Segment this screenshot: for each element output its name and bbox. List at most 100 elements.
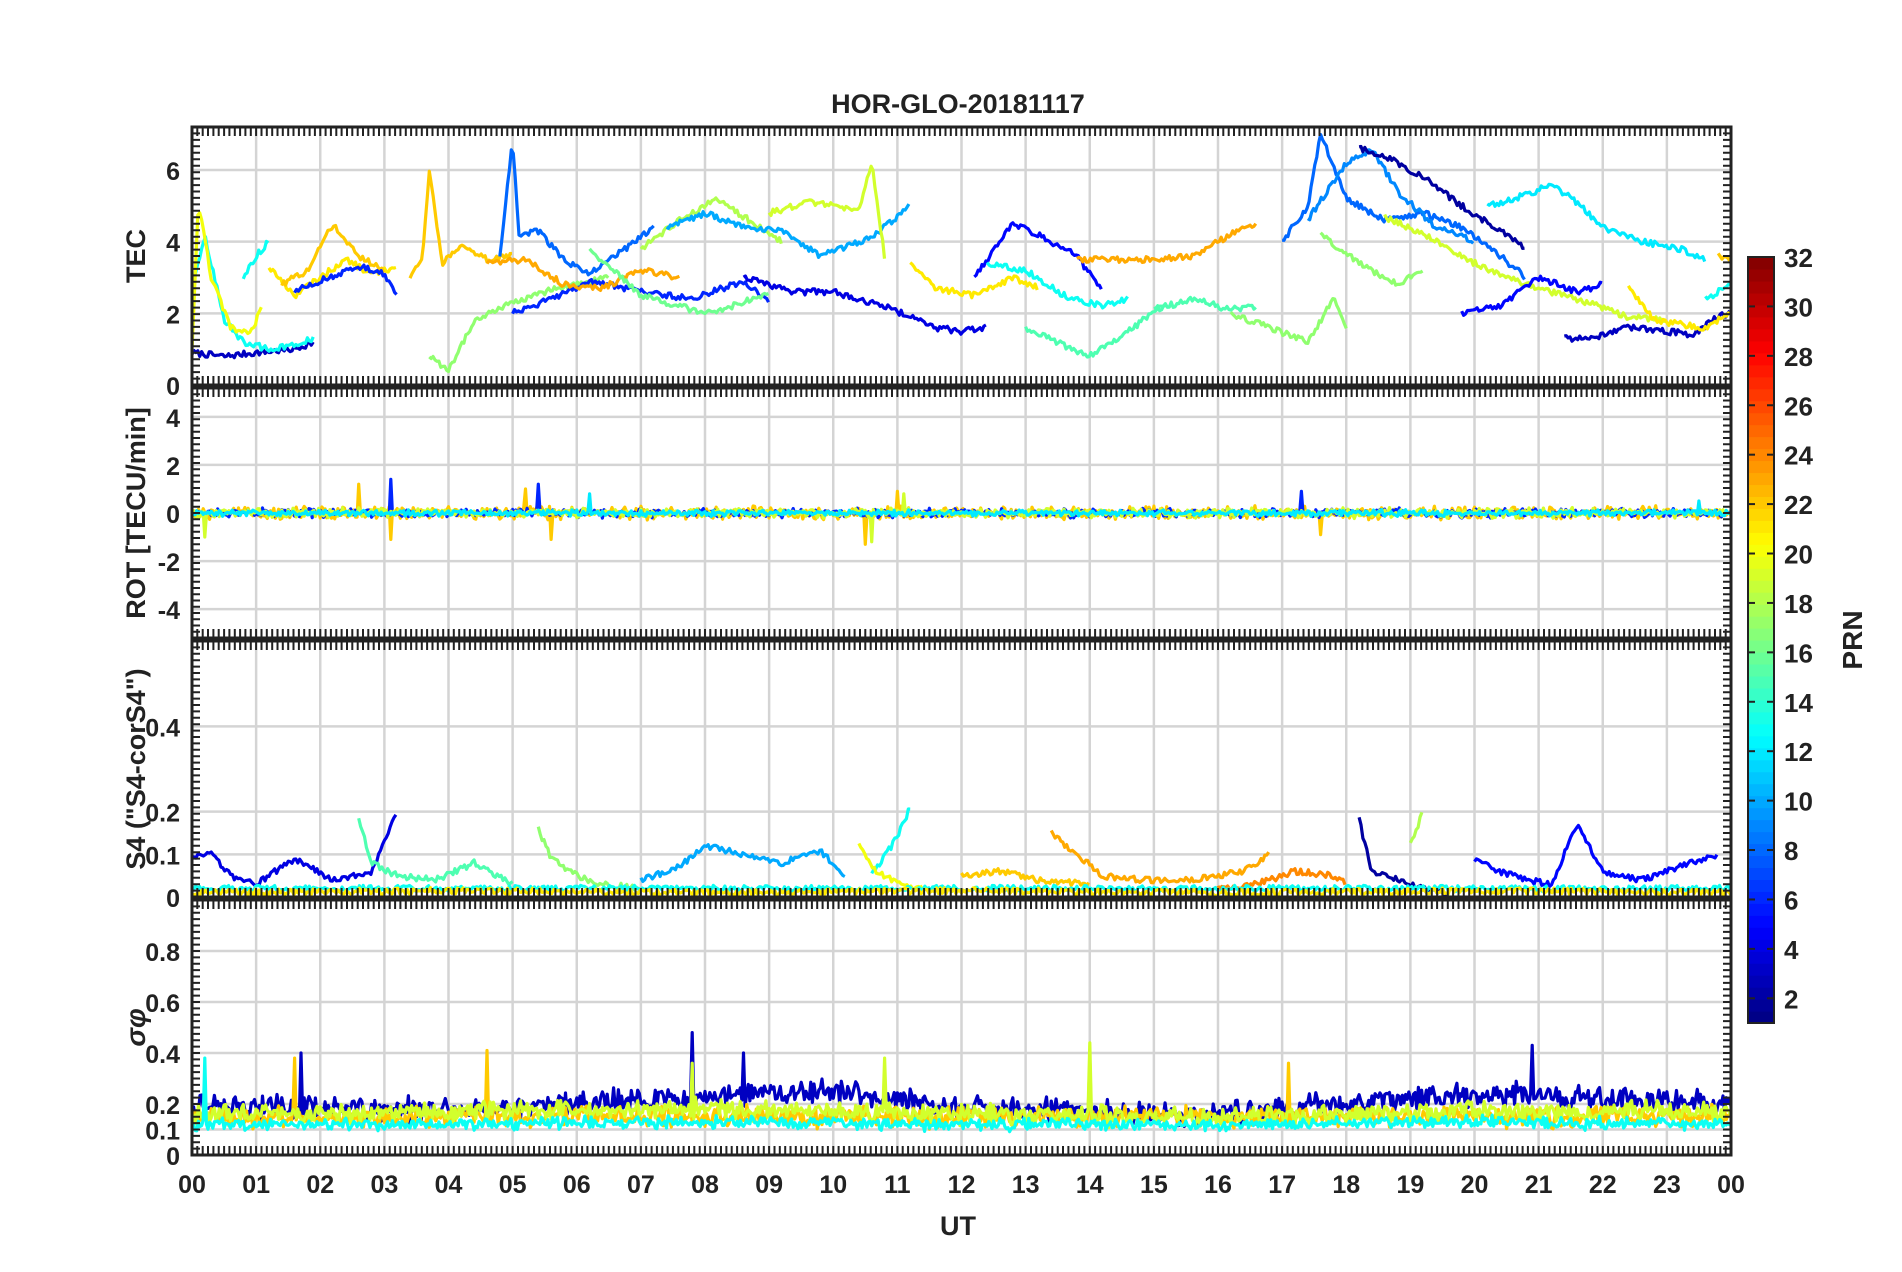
colorbar-cell bbox=[1748, 879, 1774, 892]
tec-series-prn-8 bbox=[1282, 133, 1526, 281]
colorbar-cell bbox=[1748, 747, 1774, 761]
colorbar-cell bbox=[1748, 292, 1774, 306]
colorbar-label: PRN bbox=[1837, 610, 1868, 669]
colorbar-cell bbox=[1748, 891, 1774, 904]
tec-ytick-label: 4 bbox=[166, 230, 180, 258]
x-tick-label: 17 bbox=[1268, 1171, 1296, 1199]
x-tick-label: 23 bbox=[1653, 1171, 1681, 1199]
colorbar-cell bbox=[1748, 711, 1774, 725]
colorbar-cell bbox=[1748, 663, 1774, 677]
tec-ytick-label: 2 bbox=[166, 301, 180, 329]
colorbar-cell bbox=[1748, 951, 1774, 964]
colorbar-cell bbox=[1748, 340, 1774, 354]
tec-series-prn-10 bbox=[665, 203, 911, 259]
colorbar-cell bbox=[1748, 304, 1774, 318]
x-tick-labels: 00 01 02 03 04 05 06 07 08 09 10 11 12 13 14 15 16 17 18 19… bbox=[178, 1171, 1745, 1199]
s4-series-prn-17 bbox=[536, 826, 641, 892]
x-tick-label: 00 bbox=[178, 1171, 206, 1199]
colorbar-cell bbox=[1748, 975, 1774, 988]
x-tick-label: 11 bbox=[884, 1171, 911, 1199]
rot-ytick-label: 2 bbox=[166, 453, 180, 481]
colorbar-tick-label: 4 bbox=[1784, 935, 1799, 965]
colorbar-cell bbox=[1748, 257, 1774, 270]
x-tick-label: 04 bbox=[435, 1171, 463, 1199]
x-tick-label: 01 bbox=[242, 1171, 270, 1199]
x-tick-label: 00 bbox=[1717, 1171, 1745, 1199]
tec-series-prn-12 bbox=[1486, 182, 1707, 263]
colorbar-cell bbox=[1748, 999, 1774, 1012]
tec-series-prn-3 bbox=[190, 340, 315, 360]
colorbar-tick-label: 26 bbox=[1784, 391, 1813, 421]
tec-series-prn-6 bbox=[293, 263, 398, 296]
x-tick-label: 13 bbox=[1012, 1171, 1040, 1199]
rot-ytick-label: -2 bbox=[158, 549, 180, 577]
tec-ylabel: TEC bbox=[121, 229, 151, 283]
x-tick-label: 05 bbox=[499, 1171, 527, 1199]
colorbar-cell bbox=[1748, 675, 1774, 689]
x-tick-label: 07 bbox=[627, 1171, 655, 1199]
colorbar-cell bbox=[1748, 484, 1774, 497]
rot-panel: -4 -2 0 2 4 ROT [TECU/min] bbox=[121, 386, 1733, 640]
colorbar-cell bbox=[1748, 831, 1774, 845]
colorbar-tick-label: 20 bbox=[1784, 540, 1813, 570]
colorbar-cell bbox=[1748, 628, 1774, 641]
colorbar-cell bbox=[1748, 783, 1774, 797]
tec-ytick-label: 0 bbox=[166, 373, 180, 401]
colorbar-cell bbox=[1748, 460, 1774, 474]
colorbar-cell bbox=[1748, 568, 1774, 581]
colorbar-cell bbox=[1748, 388, 1774, 402]
tec-series-prn-15 bbox=[1024, 303, 1167, 359]
colorbar-cell bbox=[1748, 771, 1774, 785]
colorbar-cell bbox=[1748, 604, 1774, 617]
tec-series-prn-2 bbox=[1358, 144, 1525, 250]
colorbar-cell bbox=[1748, 687, 1774, 701]
colorbar-cell bbox=[1748, 1011, 1774, 1024]
s4-minor-ticks bbox=[191, 640, 1732, 898]
s4-ytick-label: 0.2 bbox=[145, 800, 180, 828]
x-tick-label: 16 bbox=[1204, 1171, 1232, 1199]
rot-ytick-label: 0 bbox=[166, 501, 180, 529]
colorbar-tick-label: 6 bbox=[1784, 885, 1798, 915]
tec-series-prn-9 bbox=[1306, 148, 1475, 245]
colorbar-cell bbox=[1748, 376, 1774, 390]
colorbar-cell bbox=[1748, 352, 1774, 366]
tec-ytick-label: 6 bbox=[166, 158, 180, 186]
colorbar-tick-label: 12 bbox=[1784, 737, 1813, 767]
colorbar-cell bbox=[1748, 699, 1774, 713]
tec-series-prn-22 bbox=[1716, 252, 1732, 262]
x-tick-label: 20 bbox=[1461, 1171, 1489, 1199]
colorbar-cell bbox=[1748, 807, 1774, 821]
sigma-ylabel: σφ bbox=[120, 1008, 151, 1046]
sigma-ytick-label: 0.1 bbox=[145, 1118, 180, 1146]
s4-series-prn-18 bbox=[1408, 811, 1424, 844]
colorbar-cell bbox=[1748, 915, 1774, 928]
tec-series-prn-20 bbox=[190, 211, 263, 351]
s4-ytick-label: 0.4 bbox=[145, 714, 180, 742]
colorbar-cell bbox=[1748, 316, 1774, 330]
rot-ytick-label: 4 bbox=[166, 405, 180, 433]
x-tick-label: 22 bbox=[1589, 1171, 1617, 1199]
tec-series-prn-13 bbox=[241, 239, 270, 280]
x-tick-label: 18 bbox=[1332, 1171, 1360, 1199]
tec-series-prn-17 bbox=[1319, 231, 1424, 287]
tec-series-prn-4 bbox=[742, 274, 987, 336]
colorbar-cell bbox=[1748, 400, 1774, 414]
tec-series-prn-15 bbox=[1153, 295, 1257, 313]
tec-series-prn-23 bbox=[1076, 222, 1258, 264]
colorbar-cell bbox=[1748, 436, 1774, 450]
colorbar-cell bbox=[1748, 508, 1774, 521]
sigma-panel: 00.10.2 0.4 0.6 0.8 σφ bbox=[120, 898, 1733, 1171]
s4-series-prn-2 bbox=[1357, 816, 1448, 896]
tec-series-prn-19 bbox=[767, 164, 887, 259]
tec-series-prn-19 bbox=[1383, 213, 1666, 323]
colorbar-cell bbox=[1748, 520, 1774, 533]
rot-ytick-label: -4 bbox=[158, 597, 180, 625]
sigma-minor-ticks bbox=[191, 899, 1732, 1156]
x-axis-label: UT bbox=[940, 1211, 976, 1241]
rot-minor-ticks bbox=[191, 387, 1732, 639]
sigma-ytick-label: 0.4 bbox=[145, 1041, 180, 1069]
s4-series-prn-4 bbox=[192, 813, 398, 888]
tec-series-prn-5 bbox=[1460, 274, 1603, 317]
colorbar-cell bbox=[1748, 424, 1774, 438]
colorbar-cell bbox=[1748, 987, 1774, 1000]
